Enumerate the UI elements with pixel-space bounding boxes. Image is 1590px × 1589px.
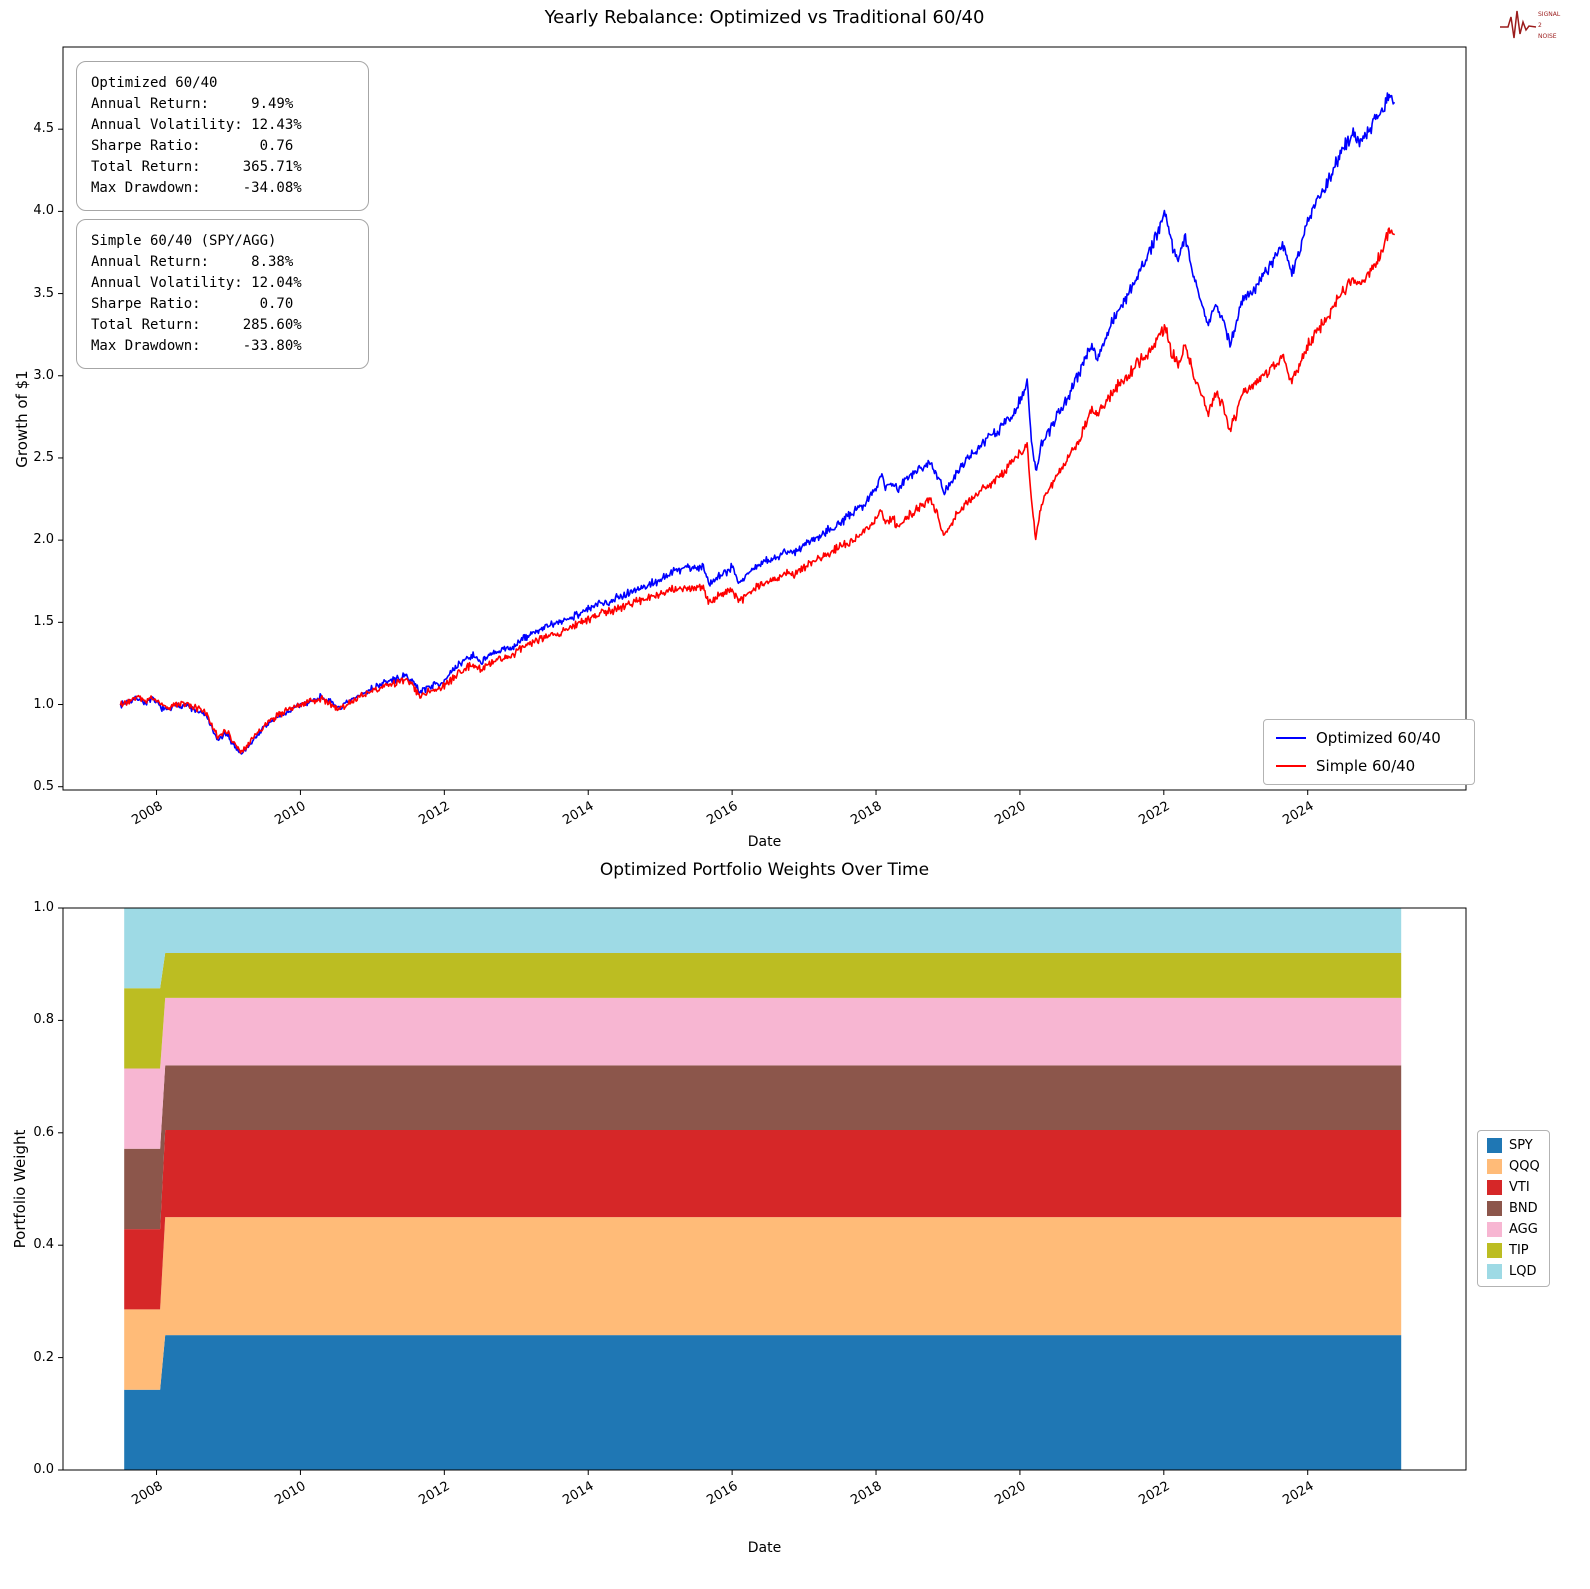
top-y-tick-label: 1.5	[33, 614, 54, 630]
legend-entry-simple: Simple 60/40	[1276, 757, 1462, 775]
stat-line: Annual Volatility: 12.43%	[91, 117, 302, 133]
bottom-chart-ylabel: Portfolio Weight	[11, 1129, 29, 1249]
optimized-line-swatch	[1276, 737, 1306, 739]
lqd-weight-band	[124, 908, 1402, 989]
agg-weight-band	[124, 997, 1402, 1149]
legend-entry-tip: TIP	[1487, 1243, 1540, 1258]
logo-waveform-icon	[1500, 10, 1537, 39]
legend-entry-bnd: BND	[1487, 1201, 1540, 1216]
bottom-chart-title: Optimized Portfolio Weights Over Time	[599, 860, 930, 880]
top-plot-spine	[62, 46, 1467, 791]
top-chart-xlabel: Date	[747, 834, 782, 850]
top-y-tick-label: 3.0	[33, 367, 54, 383]
bottom-y-tick-label: 0.8	[33, 1012, 54, 1028]
legend-label-bnd: BND	[1509, 1201, 1538, 1216]
spy-weight-band	[124, 1335, 1402, 1470]
logo-text-2: 2	[1538, 22, 1542, 29]
top-y-tick-label: 4.0	[33, 203, 54, 219]
legend-label-vti: VTI	[1509, 1180, 1530, 1195]
stat-line: Max Drawdown: -33.80%	[91, 338, 302, 354]
optimized-stats-box: Optimized 60/40 Annual Return: 9.49% Ann…	[76, 61, 369, 211]
qqq-swatch	[1487, 1159, 1502, 1174]
tip-swatch	[1487, 1243, 1502, 1258]
agg-swatch	[1487, 1222, 1502, 1237]
legend-entry-lqd: LQD	[1487, 1264, 1540, 1279]
bottom-y-tick-label: 0.6	[33, 1124, 54, 1140]
stat-line: Sharpe Ratio: 0.76	[91, 138, 294, 154]
spy-swatch	[1487, 1138, 1502, 1153]
legend-label-simple: Simple 60/40	[1316, 757, 1416, 775]
top-y-tick-label: 2.0	[33, 532, 54, 548]
stat-line: Sharpe Ratio: 0.70	[91, 296, 294, 312]
top-y-tick-label: 3.5	[33, 285, 54, 301]
top-y-tick-label: 1.0	[33, 696, 54, 712]
vti-weight-band	[124, 1130, 1402, 1310]
qqq-weight-band	[124, 1217, 1402, 1390]
simple-stats-box: Simple 60/40 (SPY/AGG) Annual Return: 8.…	[76, 219, 369, 369]
bottom-chart-xlabel: Date	[747, 1540, 782, 1556]
lqd-swatch	[1487, 1264, 1502, 1279]
top-y-tick-label: 0.5	[33, 778, 54, 794]
stat-line: Annual Return: 8.38%	[91, 254, 294, 270]
legend-label-lqd: LQD	[1509, 1264, 1537, 1279]
legend-entry-optimized: Optimized 60/40	[1276, 729, 1462, 747]
stat-line: Simple 60/40 (SPY/AGG)	[91, 233, 277, 249]
bnd-swatch	[1487, 1201, 1502, 1216]
vti-swatch	[1487, 1180, 1502, 1195]
top-chart-title: Yearly Rebalance: Optimized vs Tradition…	[544, 7, 985, 28]
top-chart-ylabel: Growth of $1	[13, 370, 31, 468]
top-chart-legend: Optimized 60/40 Simple 60/40	[1263, 719, 1475, 785]
top-y-tick-label: 2.5	[33, 449, 54, 465]
bnd-weight-band	[124, 1065, 1402, 1230]
optimized-line	[119, 92, 1395, 755]
legend-label-spy: SPY	[1509, 1138, 1533, 1153]
legend-entry-spy: SPY	[1487, 1138, 1540, 1153]
bottom-plot-spine	[62, 907, 1467, 1471]
top-y-tick-label: 4.5	[33, 121, 54, 137]
legend-label-agg: AGG	[1509, 1222, 1538, 1237]
legend-entry-vti: VTI	[1487, 1180, 1540, 1195]
stat-line: Max Drawdown: -34.08%	[91, 180, 302, 196]
simple-line	[119, 227, 1395, 754]
logo-text-1: SIGNAL	[1538, 11, 1561, 18]
legend-label-tip: TIP	[1509, 1243, 1529, 1258]
stat-line: Annual Return: 9.49%	[91, 96, 294, 112]
bottom-y-tick-label: 0.0	[33, 1462, 54, 1477]
bottom-y-tick-label: 0.4	[33, 1237, 54, 1253]
stat-line: Total Return: 285.60%	[91, 317, 302, 333]
bottom-y-tick-label: 0.2	[33, 1349, 54, 1365]
signal-to-noise-logo: SIGNAL 2 NOISE	[1500, 10, 1561, 40]
legend-label-optimized: Optimized 60/40	[1316, 729, 1441, 747]
tip-weight-band	[124, 953, 1402, 1069]
bottom-y-tick-label: 1.0	[33, 900, 54, 915]
stat-line: Optimized 60/40	[91, 75, 218, 91]
legend-entry-agg: AGG	[1487, 1222, 1540, 1237]
simple-line-swatch	[1276, 765, 1306, 767]
stat-line: Total Return: 365.71%	[91, 159, 302, 175]
stat-line: Annual Volatility: 12.04%	[91, 275, 302, 291]
weights-legend: SPY QQQ VTI BND AGG TIP LQD	[1477, 1130, 1550, 1287]
logo-text-3: NOISE	[1538, 33, 1557, 40]
legend-label-qqq: QQQ	[1509, 1159, 1540, 1174]
legend-entry-qqq: QQQ	[1487, 1159, 1540, 1174]
